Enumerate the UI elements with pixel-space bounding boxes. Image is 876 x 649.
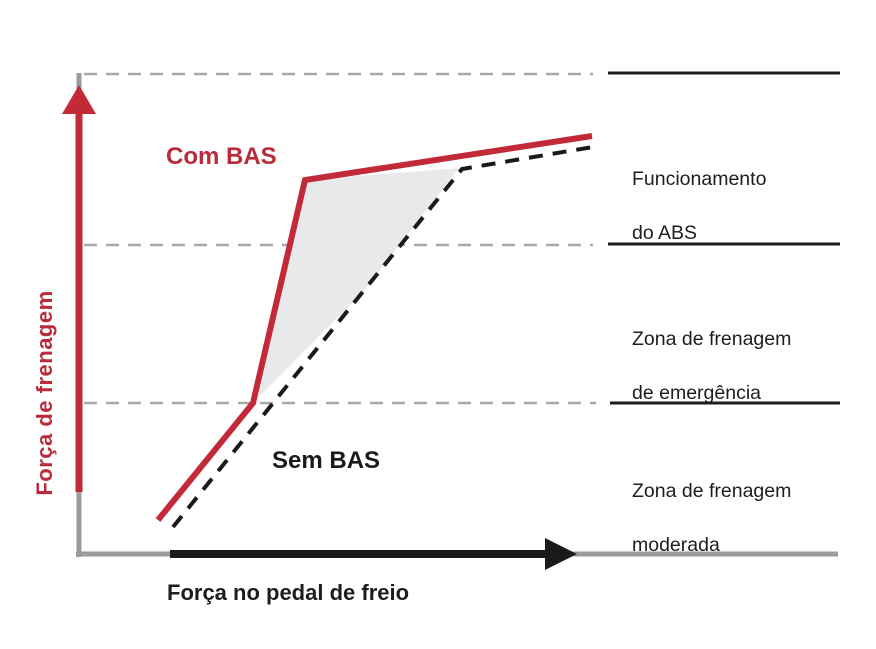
zone-label-emergency-line2: de emergência [632,382,761,404]
x-axis-label: Força no pedal de freio [167,580,410,605]
zone-label-moderate-line1: Zona de frenagem [632,480,792,502]
y-axis-label: Força de frenagem [32,290,57,496]
sem-bas-label: Sem BAS [272,447,381,474]
x-arrow-head [545,538,577,570]
zone-label-abs: Funcionamento do ABS [632,139,857,274]
zone-label-moderate-line2: moderada [632,534,720,556]
y-arrow-head [62,85,96,114]
gain-wedge [258,168,459,398]
zone-label-abs-line1: Funcionamento [632,168,767,190]
zone-label-emergency-line1: Zona de frenagem [632,328,792,350]
com-bas-label: Com BAS [166,143,277,170]
com-bas-curve [155,133,593,522]
zone-label-moderate: Zona de frenagem moderada [632,451,857,586]
zone-label-emergency: Zona de frenagem de emergência [632,299,857,434]
zone-label-abs-line2: do ABS [632,222,698,244]
sem-bas-curve [171,145,594,529]
